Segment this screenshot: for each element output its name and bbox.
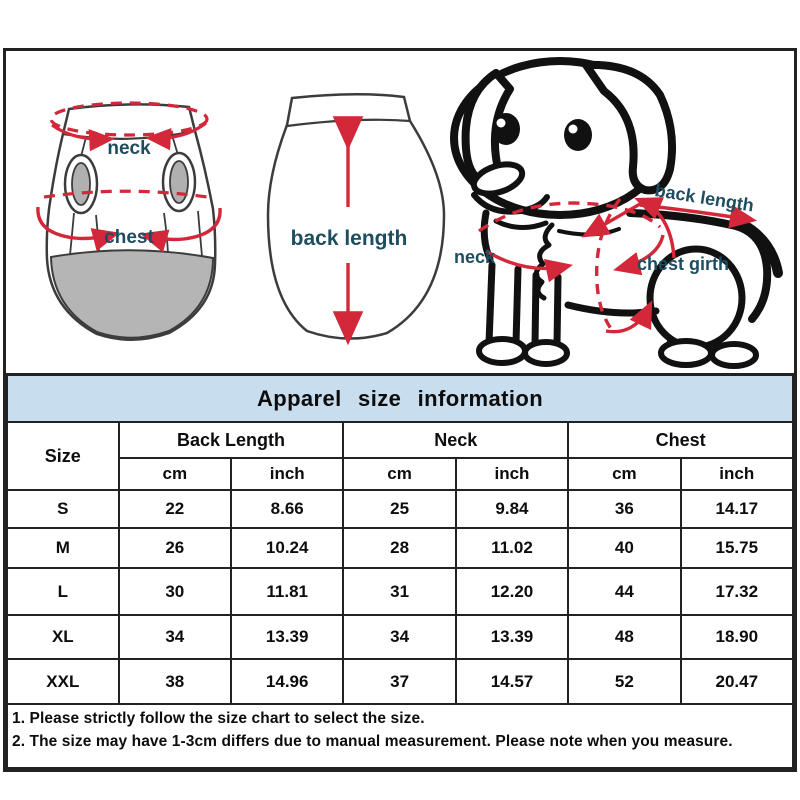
neck-column-header: Neck — [342, 421, 570, 459]
value-cell: 12.20 — [454, 567, 570, 616]
unit-header: cm — [342, 457, 457, 491]
table-group-header-row: Size Back Length Neck Chest — [6, 421, 794, 491]
measurement-diagrams: neck chest back length — [6, 51, 794, 373]
chest-column-header: Chest — [567, 421, 794, 459]
table-title-row: Apparel size information — [6, 373, 794, 423]
value-cell: 31 — [342, 567, 457, 616]
value-cell: 22 — [117, 489, 233, 529]
value-cell: 48 — [567, 614, 682, 660]
value-cell: 26 — [117, 527, 233, 569]
value-cell: 36 — [567, 489, 682, 529]
value-cell: 30 — [117, 567, 233, 616]
value-cell: 14.17 — [679, 489, 795, 529]
value-cell: 44 — [567, 567, 682, 616]
chest-measure-dash — [43, 189, 215, 200]
garment-front-diagram: neck chest — [36, 101, 222, 341]
value-cell: 38 — [117, 658, 233, 705]
unit-header: cm — [117, 457, 233, 491]
value-cell: 13.39 — [229, 614, 345, 660]
table-row: L 30 11.81 31 12.20 44 17.32 — [6, 567, 795, 616]
unit-header: inch — [229, 457, 345, 491]
notes-cell: 1. Please strictly follow the size chart… — [6, 703, 794, 769]
value-cell: 9.84 — [454, 489, 570, 529]
front-chest-label: chest — [104, 227, 154, 248]
dog-neck-dash — [478, 201, 662, 233]
value-cell: 37 — [342, 658, 457, 705]
value-cell: 11.02 — [454, 527, 570, 569]
size-cell: XXL — [6, 658, 120, 705]
size-cell: XL — [6, 614, 120, 660]
value-cell: 11.81 — [229, 567, 345, 616]
value-cell: 28 — [342, 527, 457, 569]
size-cell: M — [6, 527, 120, 569]
table-title: Apparel size information — [6, 373, 794, 423]
value-cell: 25 — [342, 489, 457, 529]
vest-belly-panel — [49, 249, 215, 339]
value-cell: 15.75 — [679, 527, 795, 569]
dog-back-length-label: back length — [653, 180, 755, 215]
unit-header: inch — [679, 457, 795, 491]
size-chart-panel: neck chest back length — [3, 48, 797, 772]
back-outline — [266, 92, 446, 340]
dog-neck-label: neck — [454, 247, 496, 267]
value-cell: 34 — [117, 614, 233, 660]
unit-header: inch — [454, 457, 570, 491]
back-length-label: back length — [291, 227, 408, 250]
apparel-size-table: Apparel size information Size Back Lengt… — [6, 373, 795, 769]
value-cell: 20.47 — [679, 658, 795, 705]
notes-row: 1. Please strictly follow the size chart… — [6, 703, 794, 769]
table-unit-header-row: cm inch cm inch cm inch — [7, 457, 795, 491]
value-cell: 10.24 — [229, 527, 345, 569]
table-row: XL 34 13.39 34 13.39 48 18.90 — [6, 614, 795, 660]
dog-chest-girth-label: chest girth — [637, 254, 729, 274]
table-row: XXL 38 14.96 37 14.57 52 20.47 — [6, 658, 795, 705]
back-length-column-header: Back Length — [117, 421, 345, 459]
garment-back-diagram: back length — [266, 92, 446, 346]
value-cell: 14.96 — [229, 658, 345, 705]
value-cell: 52 — [567, 658, 682, 705]
note-1: 1. Please strictly follow the size chart… — [12, 710, 425, 727]
size-cell: S — [6, 489, 120, 529]
size-cell: L — [6, 567, 120, 616]
value-cell: 40 — [567, 527, 682, 569]
size-column-header: Size — [6, 421, 120, 491]
unit-header: cm — [567, 457, 682, 491]
value-cell: 18.90 — [679, 614, 795, 660]
front-neck-label: neck — [107, 138, 151, 159]
table-row: S 22 8.66 25 9.84 36 14.17 — [6, 489, 795, 529]
note-2: 2. The size may have 1-3cm differs due t… — [12, 733, 733, 751]
value-cell: 8.66 — [229, 489, 345, 529]
value-cell: 34 — [342, 614, 457, 660]
value-cell: 17.32 — [679, 567, 795, 616]
dog-diagram: neck back length chest girth — [450, 57, 783, 369]
table-row: M 26 10.24 28 11.02 40 15.75 — [6, 527, 795, 569]
neck-measure-ellipse — [49, 101, 209, 137]
value-cell: 14.57 — [454, 658, 570, 705]
value-cell: 13.39 — [454, 614, 570, 660]
